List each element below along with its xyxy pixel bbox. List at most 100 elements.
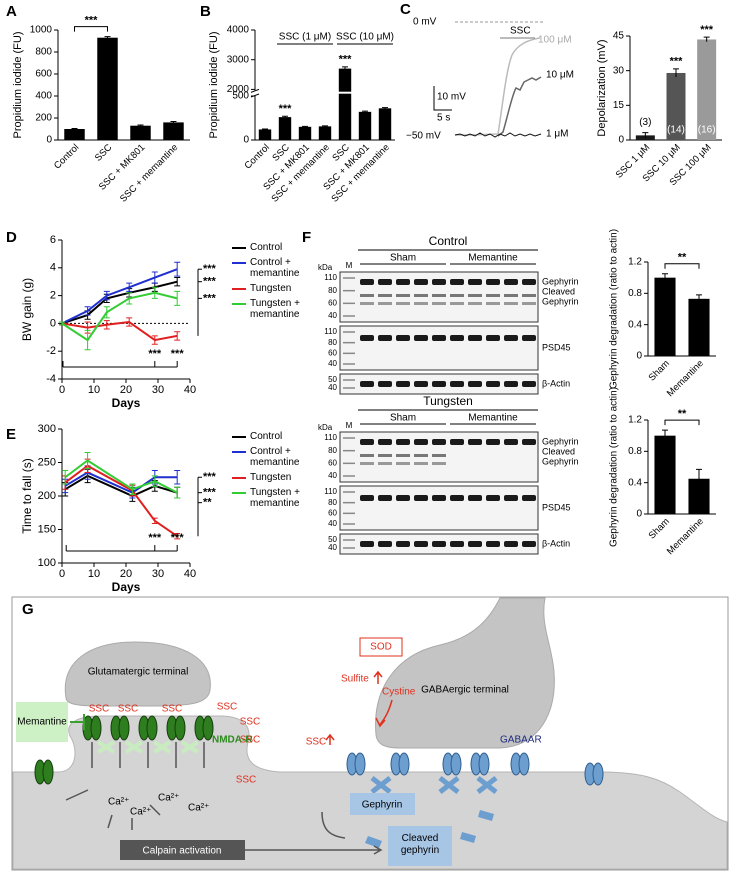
band xyxy=(360,495,374,501)
series-line xyxy=(61,268,178,325)
error-bar xyxy=(302,125,308,128)
legend-label: Control xyxy=(250,431,283,442)
ladder-label: 40 xyxy=(328,359,337,368)
band xyxy=(396,335,410,341)
band xyxy=(432,462,446,465)
x-tick-label: 0 xyxy=(59,384,65,396)
error-bar xyxy=(174,470,181,485)
ladder-label: 60 xyxy=(328,458,337,467)
band xyxy=(396,495,410,501)
x-tick-label: 20 xyxy=(120,384,132,396)
diagram: Glutamatergic terminal GABAergic termina… xyxy=(11,596,729,871)
y-tick-label: 15 xyxy=(613,100,625,111)
legend-label: Tungsten xyxy=(250,283,292,294)
error-bar xyxy=(382,107,388,110)
band xyxy=(432,335,446,341)
band xyxy=(468,335,482,341)
ladder-label: 80 xyxy=(328,446,337,455)
band xyxy=(504,335,518,341)
n-label: (16) xyxy=(698,125,716,136)
band xyxy=(396,279,410,285)
legend-swatch xyxy=(232,436,246,438)
band xyxy=(360,462,374,465)
error-bar xyxy=(696,468,702,489)
legend-swatch xyxy=(232,262,246,264)
band xyxy=(414,439,428,445)
error-bar xyxy=(84,329,91,351)
band xyxy=(522,335,536,341)
band xyxy=(378,335,392,341)
band xyxy=(468,302,482,305)
band xyxy=(432,302,446,305)
band xyxy=(414,541,428,547)
label: SSC xyxy=(118,704,139,715)
ladder-label: 80 xyxy=(328,338,337,347)
label: SSC xyxy=(217,702,238,713)
error-bar xyxy=(126,282,133,292)
error-bar xyxy=(151,286,158,299)
process-arrows xyxy=(245,811,383,855)
y-tick-label: 800 xyxy=(35,47,52,58)
error-bar xyxy=(126,292,133,305)
side-annotation: ** xyxy=(203,497,212,509)
ladder-label: 40 xyxy=(328,471,337,480)
y-tick-label: 200 xyxy=(35,113,52,124)
ladder-label: 110 xyxy=(324,327,337,336)
error-bar xyxy=(662,273,668,282)
band xyxy=(486,335,500,341)
band xyxy=(414,279,428,285)
trace xyxy=(454,132,542,138)
panel-label: G xyxy=(22,601,34,618)
ladder-label: 110 xyxy=(324,487,337,496)
significance: *** xyxy=(700,24,714,36)
band xyxy=(414,335,428,341)
x-tick-label: SSC xyxy=(93,142,115,164)
ladder-label: 60 xyxy=(328,348,337,357)
x-tick-label: 20 xyxy=(120,568,132,580)
label: Sulfite xyxy=(341,674,369,685)
label: Cystine xyxy=(382,687,416,698)
band xyxy=(396,454,410,457)
band xyxy=(378,541,392,547)
y-tick-label: 3000 xyxy=(227,54,250,65)
gaba-receptors xyxy=(346,752,604,786)
legend-label: Control xyxy=(250,242,283,253)
legend-label: Control + memantine xyxy=(250,446,300,468)
nmda-receptors xyxy=(34,715,214,785)
glutamatergic-terminal xyxy=(64,641,211,707)
y-tick-label: 200 xyxy=(38,490,56,502)
label: SSC xyxy=(236,775,257,786)
bar xyxy=(130,125,151,140)
error-bar xyxy=(662,429,668,442)
band xyxy=(486,439,500,445)
label: Glutamatergic terminal xyxy=(88,667,189,678)
error-bar xyxy=(642,132,649,139)
band xyxy=(450,302,464,305)
bar xyxy=(358,111,372,140)
scaffold-box xyxy=(350,793,415,815)
y-axis-label: BW gain (g) xyxy=(20,278,34,341)
fragments xyxy=(365,810,494,848)
error-bar xyxy=(84,306,91,316)
y-axis-label: Gephyrin degradation (ratio to actin) xyxy=(609,229,620,389)
label: Memantine xyxy=(17,717,67,728)
error-bar xyxy=(322,125,328,127)
ladder-label: 40 xyxy=(328,519,337,528)
band xyxy=(414,294,428,297)
ladder-label: 40 xyxy=(328,543,337,552)
y-tick-label: 0.8 xyxy=(628,446,642,457)
blot-group: Sham xyxy=(390,253,416,264)
blot-label: Gephyrin xyxy=(542,436,579,446)
error-bar xyxy=(62,470,69,485)
y-tick-label: 250 xyxy=(38,456,56,468)
broken-links xyxy=(370,776,498,794)
band xyxy=(432,439,446,445)
blot-label: Gephyrin xyxy=(542,456,579,466)
band xyxy=(486,294,500,297)
band xyxy=(396,541,410,547)
band xyxy=(414,381,428,387)
crosslinks xyxy=(96,740,200,754)
bracket-label: ** xyxy=(678,252,687,264)
trace xyxy=(497,76,542,137)
band xyxy=(432,541,446,547)
